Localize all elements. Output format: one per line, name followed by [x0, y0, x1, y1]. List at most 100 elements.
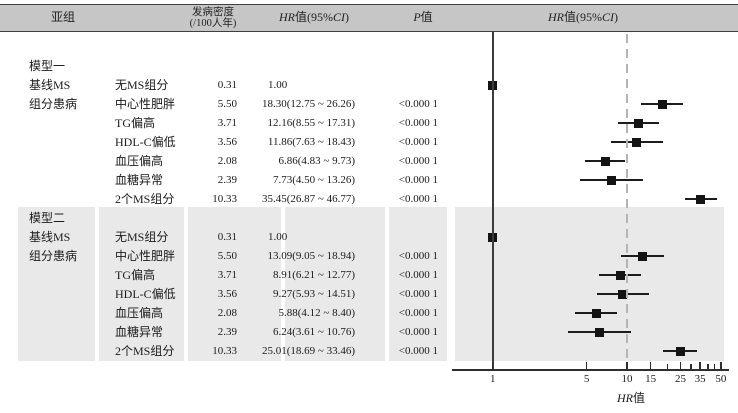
model-label: 模型二: [29, 211, 66, 225]
hr-ci-value: 7.73(4.50 ~ 13.26): [272, 174, 355, 186]
density-value: 2.08: [217, 155, 237, 167]
hr-point-marker: [632, 137, 642, 147]
density-value: 5.50: [217, 98, 237, 110]
p-value: <0.000 1: [398, 288, 438, 300]
table-header-bar: [0, 4, 738, 32]
group-side-label: 组分患病: [29, 249, 78, 263]
x-axis-title: HR值: [616, 391, 646, 405]
x-axis-tick-label: 50: [715, 373, 727, 385]
p-value: <0.000 1: [398, 345, 438, 357]
density-value: 5.50: [217, 250, 237, 262]
p-value: <0.000 1: [398, 155, 438, 167]
hr-ci-value: 6.86(4.83 ~ 9.73): [278, 155, 355, 167]
hr-point-marker: [675, 346, 685, 356]
hr-point-marker: [657, 99, 667, 109]
x-axis-tick: [713, 364, 716, 369]
hr-ci-value: 6.24(3.61 ~ 10.76): [272, 326, 355, 338]
p-value: <0.000 1: [398, 326, 438, 338]
subgroup-label: HDL-C偏低: [115, 287, 176, 301]
density-value: 3.71: [217, 117, 237, 129]
subgroup-label: 中心性肥胖: [115, 97, 176, 111]
hr-ci-value: 12.16(8.55 ~ 17.31): [267, 117, 355, 129]
hr-point-marker: [633, 118, 643, 128]
col-header-incidence-density-line1: 发病密度: [192, 7, 234, 18]
x-axis-tick-label: 1: [489, 373, 496, 385]
model2-shaded-band: [455, 207, 724, 361]
hr-ci-value: 13.09(9.05 ~ 18.94): [267, 250, 355, 262]
reference-line-hr10: [626, 34, 628, 368]
p-value: <0.000 1: [398, 117, 438, 129]
subgroup-label: 2个MS组分: [115, 192, 175, 206]
hr-ci-value: 18.30(12.75 ~ 26.26): [261, 98, 355, 110]
density-value: 3.71: [217, 269, 237, 281]
subgroup-label: 血糖异常: [115, 173, 164, 187]
x-axis-tick-label: 35: [694, 373, 706, 385]
subgroup-label: 中心性肥胖: [115, 249, 176, 263]
hr-ci-value: 35.45(26.87 ~ 46.77): [261, 193, 355, 205]
x-axis-tick: [707, 364, 709, 369]
density-value: 10.33: [212, 345, 237, 357]
model2-shaded-band: [285, 207, 385, 361]
subgroup-label: 2个MS组分: [115, 344, 175, 358]
density-value: 3.56: [217, 288, 237, 300]
density-value: 3.56: [217, 136, 237, 148]
group-side-label: 组分患病: [29, 97, 78, 111]
subgroup-label: TG偏高: [115, 268, 155, 282]
x-axis-tick: [679, 362, 682, 369]
hr-ci-value: 9.27(5.93 ~ 14.51): [272, 288, 355, 300]
hr-point-marker: [591, 308, 601, 318]
hr-point-marker: [615, 270, 625, 280]
p-value: <0.000 1: [398, 136, 438, 148]
model2-shaded-band: [188, 207, 281, 361]
hr-point-marker: [607, 175, 617, 185]
x-axis-tick: [720, 362, 722, 369]
density-value: 0.31: [217, 231, 237, 243]
subgroup-label: 血压偏高: [115, 306, 164, 320]
hr-ci-value: 1.00: [268, 79, 288, 91]
subgroup-label: 无MS组分: [115, 230, 169, 244]
p-value: <0.000 1: [398, 269, 438, 281]
subgroup-label: 血糖异常: [115, 325, 164, 339]
p-value: <0.000 1: [398, 193, 438, 205]
subgroup-label: HDL-C偏低: [115, 135, 176, 149]
x-axis-tick: [699, 362, 701, 369]
density-value: 0.31: [217, 79, 237, 91]
density-value: 2.08: [217, 307, 237, 319]
x-axis-tick: [649, 362, 652, 369]
x-axis-tick-label: 10: [621, 373, 633, 385]
p-value: <0.000 1: [398, 307, 438, 319]
model2-shaded-band: [99, 207, 184, 361]
x-axis-line: [452, 369, 729, 371]
x-axis-tick: [666, 364, 669, 369]
hr-ci-value: 5.88(4.12 ~ 8.40): [278, 307, 355, 319]
p-value: <0.000 1: [398, 174, 438, 186]
density-value: 2.39: [217, 174, 237, 186]
hr-point-marker: [594, 327, 604, 337]
hr-ci-value: 11.86(7.63 ~ 18.43): [267, 136, 355, 148]
p-value: <0.000 1: [398, 250, 438, 262]
hr-point-marker: [600, 156, 610, 166]
density-value: 10.33: [212, 193, 237, 205]
p-value: <0.000 1: [398, 98, 438, 110]
subgroup-label: 血压偏高: [115, 154, 164, 168]
col-header-p-value: P值: [413, 10, 433, 24]
hr-ci-value: 25.01(18.69 ~ 33.46): [261, 345, 355, 357]
x-axis-tick-label: 25: [674, 373, 686, 385]
x-axis-tick-label: 15: [645, 373, 657, 385]
group-side-label: 基线MS: [29, 78, 71, 92]
hr-ci-value: 1.00: [268, 231, 288, 243]
hr-point-marker: [638, 251, 648, 261]
model2-shaded-band: [18, 207, 95, 361]
col-header-incidence-density: 发病密度 (/100人年): [170, 5, 256, 29]
model-label: 模型一: [29, 59, 66, 73]
model2-shaded-band: [389, 207, 447, 361]
x-axis-tick-label: 5: [583, 373, 590, 385]
hr-ci-value: 8.91(6.21 ~ 12.77): [272, 269, 355, 281]
reference-line-hr1: [491, 32, 494, 370]
x-axis-tick: [585, 362, 588, 369]
col-header-subgroup: 亚组: [50, 10, 75, 24]
x-axis-tick: [491, 362, 494, 369]
hr-point-marker: [618, 289, 628, 299]
subgroup-label: TG偏高: [115, 116, 155, 130]
